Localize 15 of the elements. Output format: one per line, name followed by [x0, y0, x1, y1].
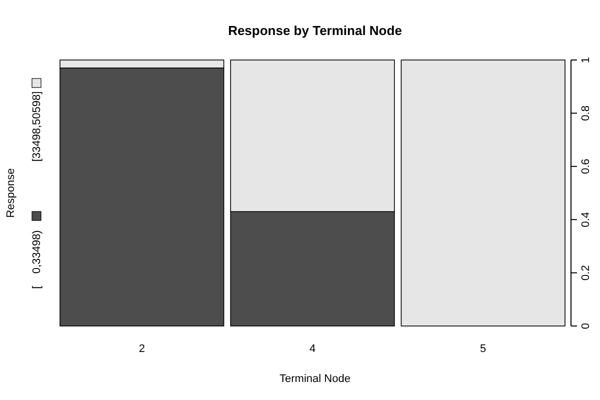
y-tick-label: 0.4: [580, 212, 592, 228]
y-tick-label: 0.2: [580, 265, 592, 280]
y-axis-title: Response: [5, 168, 17, 218]
x-tick-label: 4: [309, 343, 316, 355]
y-tick-label: 1: [580, 56, 592, 64]
legend-label: [33498,50598]: [31, 91, 43, 162]
chart-title: Response by Terminal Node: [228, 23, 402, 38]
legend-label: [ 0,33498): [31, 230, 43, 289]
bar: [400, 60, 566, 326]
x-axis-title: Terminal Node: [280, 373, 350, 385]
x-tick-label: 2: [138, 343, 145, 355]
y-tick-label: 0: [580, 322, 592, 330]
y-tick-label: 0.6: [580, 158, 592, 174]
y-tick-label: 0.8: [580, 106, 592, 121]
x-tick-label: 5: [480, 343, 486, 355]
